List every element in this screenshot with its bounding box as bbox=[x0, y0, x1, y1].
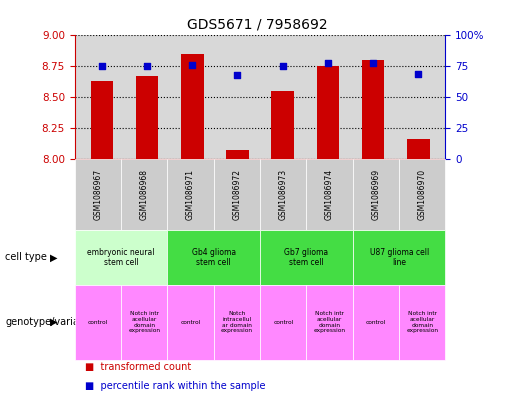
Text: GSM1086972: GSM1086972 bbox=[232, 169, 242, 220]
Text: GSM1086968: GSM1086968 bbox=[140, 169, 149, 220]
Text: embryonic neural
stem cell: embryonic neural stem cell bbox=[87, 248, 155, 267]
Text: Gb7 glioma
stem cell: Gb7 glioma stem cell bbox=[284, 248, 329, 267]
Text: Notch intr
acellular
domain
expression: Notch intr acellular domain expression bbox=[406, 311, 438, 333]
Point bbox=[369, 59, 377, 66]
Text: control: control bbox=[366, 320, 386, 325]
Point bbox=[233, 72, 242, 78]
Text: Notch intr
acellular
domain
expression: Notch intr acellular domain expression bbox=[314, 311, 346, 333]
Point bbox=[324, 59, 332, 66]
Bar bbox=[317, 66, 339, 159]
Text: control: control bbox=[180, 320, 201, 325]
Text: GSM1086974: GSM1086974 bbox=[325, 169, 334, 220]
Text: GSM1086971: GSM1086971 bbox=[186, 169, 195, 220]
Text: GDS5671 / 7958692: GDS5671 / 7958692 bbox=[187, 18, 328, 32]
Text: GSM1086967: GSM1086967 bbox=[93, 169, 102, 220]
Text: U87 glioma cell
line: U87 glioma cell line bbox=[369, 248, 429, 267]
Text: ▶: ▶ bbox=[50, 252, 58, 263]
Point bbox=[188, 62, 196, 68]
Text: ■  transformed count: ■ transformed count bbox=[85, 362, 191, 373]
Text: ■  percentile rank within the sample: ■ percentile rank within the sample bbox=[85, 381, 265, 391]
Bar bbox=[226, 151, 249, 159]
Text: Notch
intracellul
ar domain
expression: Notch intracellul ar domain expression bbox=[221, 311, 253, 333]
Text: ▶: ▶ bbox=[50, 317, 58, 327]
Text: Notch intr
acellular
domain
expression: Notch intr acellular domain expression bbox=[128, 311, 160, 333]
Point bbox=[98, 63, 106, 70]
Bar bbox=[91, 81, 113, 159]
Text: GSM1086973: GSM1086973 bbox=[279, 169, 288, 220]
Text: control: control bbox=[88, 320, 108, 325]
Text: GSM1086969: GSM1086969 bbox=[371, 169, 381, 220]
Point bbox=[414, 71, 422, 77]
Text: Gb4 glioma
stem cell: Gb4 glioma stem cell bbox=[192, 248, 236, 267]
Text: cell type: cell type bbox=[5, 252, 47, 263]
Point bbox=[143, 63, 151, 70]
Text: GSM1086970: GSM1086970 bbox=[418, 169, 427, 220]
Bar bbox=[136, 76, 158, 159]
Bar bbox=[407, 140, 430, 159]
Text: control: control bbox=[273, 320, 294, 325]
Bar bbox=[181, 54, 203, 159]
Text: genotype/variation: genotype/variation bbox=[5, 317, 98, 327]
Bar bbox=[362, 60, 384, 159]
Bar bbox=[271, 91, 294, 159]
Point bbox=[279, 63, 287, 70]
